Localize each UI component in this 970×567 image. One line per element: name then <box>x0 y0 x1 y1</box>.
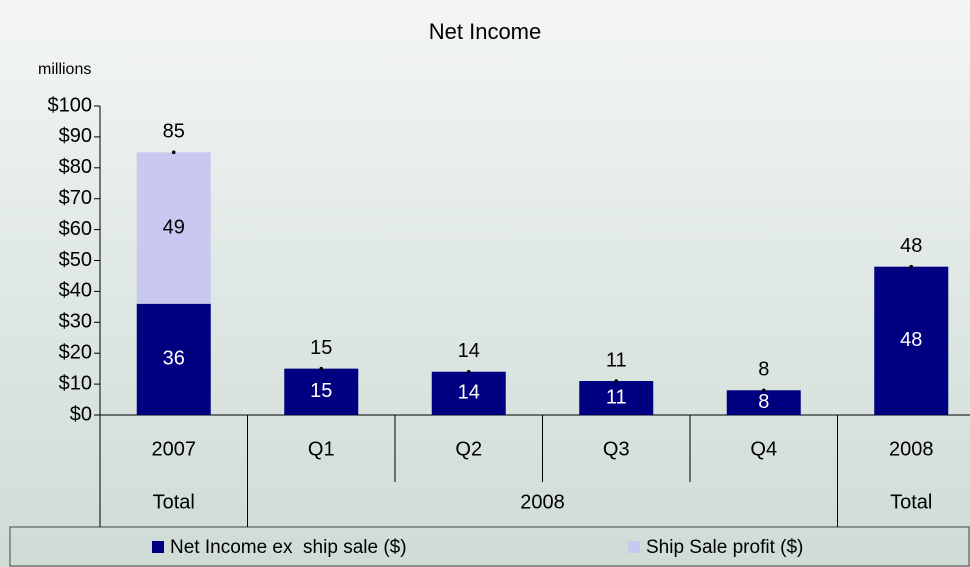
total-marker <box>762 388 766 392</box>
x-tick-label: 2008 <box>889 438 934 460</box>
x-tick-label: 2007 <box>152 438 197 460</box>
y-tick-label: $60 <box>59 218 92 240</box>
bar-value-label: 11 <box>606 386 627 408</box>
bar-value-label: 36 <box>163 348 185 370</box>
group-label: Total <box>153 491 195 513</box>
total-label: 15 <box>310 337 332 359</box>
group-label: Total <box>890 491 932 513</box>
chart: Net Income millions $0 $10 $20 $30 $40 $50 $60… <box>0 0 970 567</box>
legend-label: Ship Sale profit ($) <box>646 537 803 558</box>
x-tick-label: Q3 <box>603 438 630 460</box>
bar-value-label: 15 <box>310 380 332 402</box>
y-tick-label: $20 <box>59 341 92 363</box>
total-marker <box>172 151 176 155</box>
y-tick-label: $40 <box>59 280 92 302</box>
y-tick-label: $50 <box>59 249 92 271</box>
y-tick-label: $30 <box>59 311 92 333</box>
y-tick-label: $70 <box>59 187 92 209</box>
total-label: 8 <box>758 359 769 381</box>
y-tick-label: $80 <box>59 156 92 178</box>
bar-value-label: 49 <box>163 216 185 238</box>
total-label: 48 <box>900 235 922 257</box>
x-tick-label: Q2 <box>455 438 482 460</box>
y-tick-label: $90 <box>59 125 92 147</box>
total-marker <box>614 379 618 383</box>
total-label: 14 <box>458 340 480 362</box>
y-tick-label: $10 <box>59 372 92 394</box>
bar-value-label: 8 <box>758 391 769 413</box>
bar-value-label: 48 <box>900 329 922 351</box>
total-label: 11 <box>606 349 627 371</box>
total-marker <box>909 265 913 269</box>
x-tick-label: Q4 <box>750 438 777 460</box>
legend-swatch <box>152 541 164 553</box>
group-label: 2008 <box>520 491 565 513</box>
total-marker <box>467 370 471 374</box>
y-tick-label: $100 <box>48 94 93 116</box>
x-tick-label: Q1 <box>308 438 335 460</box>
bar-value-label: 14 <box>458 382 480 404</box>
page: {"chart_data": {"type": "stacked-bar", "… <box>0 0 970 567</box>
total-marker <box>319 367 323 371</box>
y-axis-label: millions <box>38 61 91 78</box>
total-label: 85 <box>163 121 185 143</box>
chart-title: Net Income <box>429 19 542 44</box>
y-tick-label: $0 <box>70 403 92 425</box>
legend-swatch <box>628 541 640 553</box>
legend-label: Net Income ex ship sale ($) <box>170 537 407 558</box>
